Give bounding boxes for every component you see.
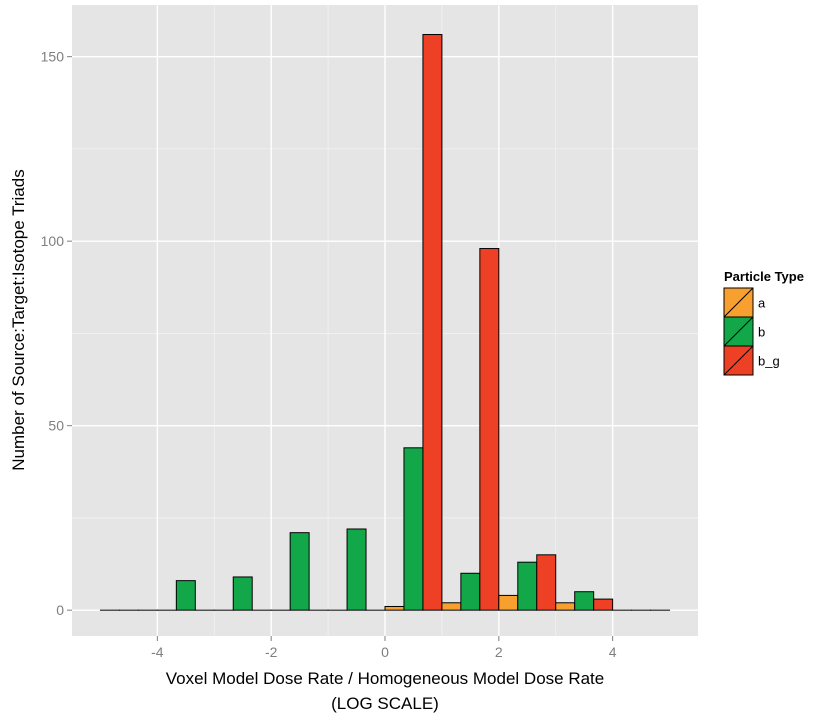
x-tick-label: 2: [495, 644, 503, 660]
bar-a: [441, 602, 462, 611]
bar-b: [346, 528, 367, 611]
legend-label-b_g: b_g: [758, 354, 780, 369]
bar-b: [289, 532, 310, 611]
bar-b: [517, 561, 538, 611]
x-tick-label: -2: [265, 644, 278, 660]
bar-b_g: [422, 34, 443, 611]
bar-b_g: [536, 554, 557, 611]
bar-b: [175, 580, 196, 611]
x-axis-ticks: -4 -2 0 2 4: [151, 636, 617, 660]
legend-title: Particle Type: [724, 269, 804, 284]
y-tick-label: 0: [56, 602, 64, 618]
legend-items: ab b_g: [723, 287, 780, 376]
bar-a: [555, 602, 576, 611]
legend-label-a: a: [758, 296, 766, 311]
legend-key-slash: [723, 316, 754, 347]
bar-b: [460, 572, 481, 611]
bar-b: [574, 591, 595, 611]
y-axis-title: Number of Source:Target:Isotope Triads: [9, 169, 28, 470]
legend: Particle Type ab b_g: [723, 269, 804, 376]
bar-b: [232, 576, 253, 611]
y-axis-ticks: 0 50 100 150: [41, 49, 72, 618]
bar-b: [403, 447, 424, 611]
bar-b_g: [479, 248, 500, 611]
y-tick-label: 100: [41, 233, 65, 249]
x-axis-title-line-1: Voxel Model Dose Rate / Homogeneous Mode…: [166, 669, 604, 688]
legend-key-slash: [723, 287, 754, 318]
bars: [99, 34, 671, 611]
bar-a: [498, 594, 519, 611]
x-tick-label: -4: [151, 644, 164, 660]
legend-label-b: b: [758, 325, 765, 340]
bar-a: [384, 605, 405, 611]
y-tick-label: 150: [41, 49, 65, 65]
y-tick-label: 50: [48, 418, 64, 434]
x-axis-title-line-2: (LOG SCALE): [331, 694, 439, 713]
x-tick-label: 0: [381, 644, 389, 660]
bar-b_g: [593, 598, 614, 611]
legend-key-slash: [723, 345, 754, 376]
x-tick-label: 4: [609, 644, 617, 660]
